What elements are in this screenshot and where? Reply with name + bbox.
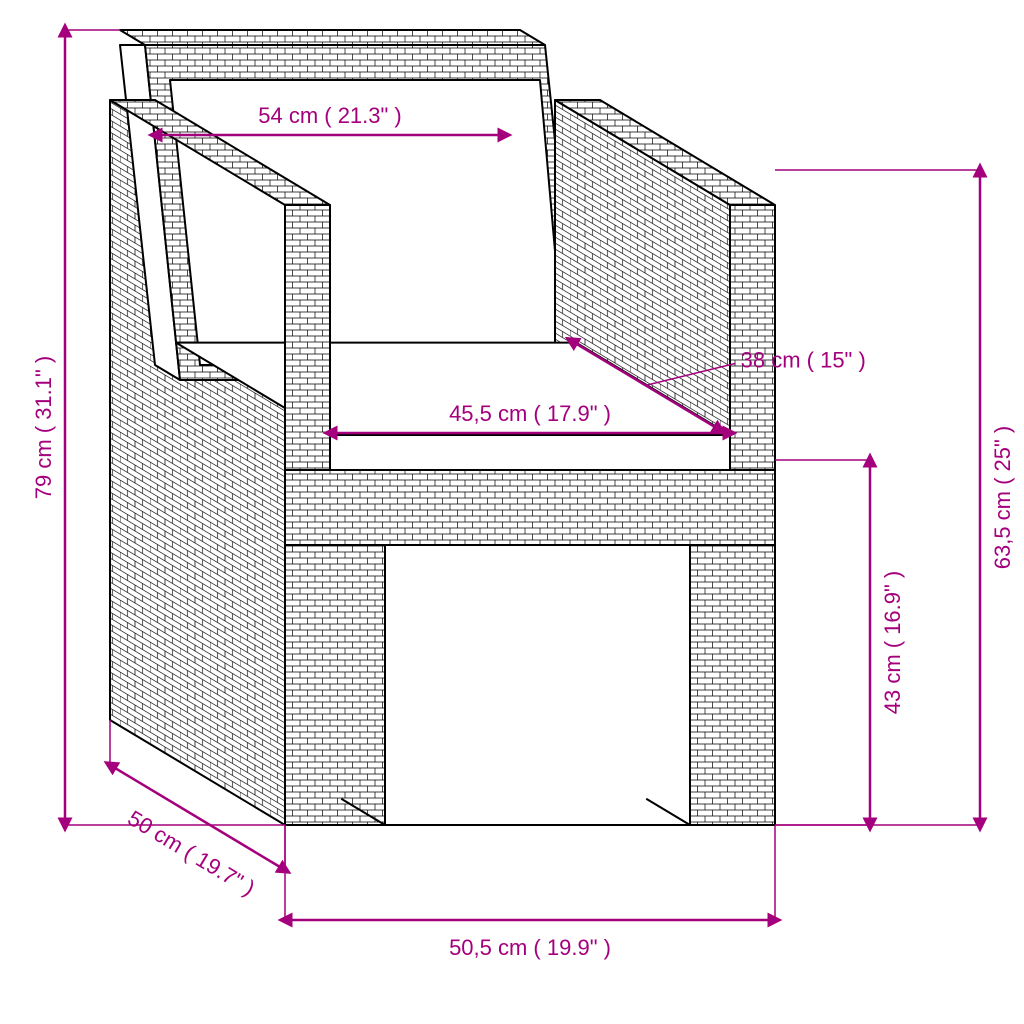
dim-depth: 50 cm ( 19.7" )	[123, 805, 259, 900]
dim-front-width: 50,5 cm ( 19.9" )	[449, 935, 611, 960]
dim-back-top: 54 cm ( 21.3" )	[258, 103, 402, 128]
dim-seat-width: 45,5 cm ( 17.9" )	[449, 401, 611, 426]
dim-overall-height: 79 cm ( 31.1" )	[31, 356, 56, 500]
dim-seat-depth: 38 cm ( 15" )	[741, 347, 866, 372]
chair-diagram	[110, 30, 775, 825]
dim-seat-height: 43 cm ( 16.9" )	[880, 571, 905, 715]
dim-arm-height: 63,5 cm ( 25" )	[990, 426, 1015, 570]
